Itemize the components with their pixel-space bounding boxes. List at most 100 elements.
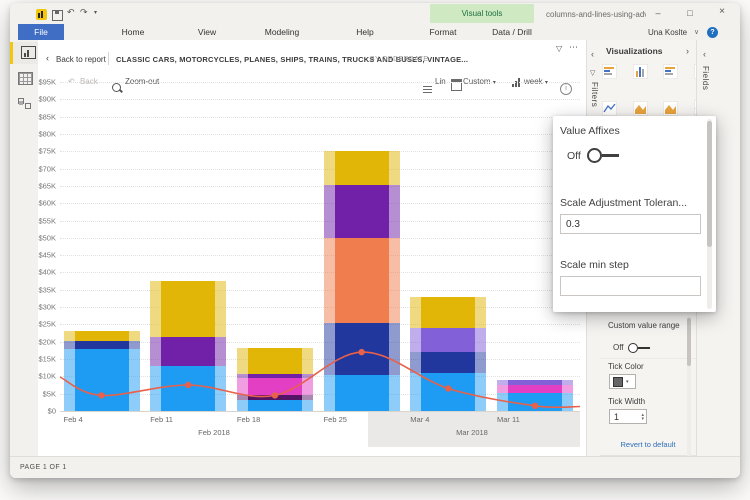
file-tab[interactable]: File xyxy=(18,24,64,40)
user-name[interactable]: Una Koslte xyxy=(648,28,688,37)
y-axis-tick-label: $10K xyxy=(38,371,56,381)
y-axis-tick-label: $90K xyxy=(38,94,56,104)
back-to-report-button[interactable]: Back to report xyxy=(56,55,106,64)
tick-width-up-icon[interactable]: ▴ xyxy=(641,411,644,418)
undo-icon[interactable]: ↶ xyxy=(67,7,75,17)
window-title: columns-and-lines-using-advanced-timeser… xyxy=(546,10,646,19)
history-back-icon: ↶ xyxy=(68,77,75,86)
visual-title: CLASSIC CARS, MOTORCYCLES, PLANES, SHIPS… xyxy=(116,55,469,64)
close-button[interactable]: × xyxy=(719,6,725,17)
quickaccess-caret-icon[interactable]: ▾ xyxy=(94,10,98,16)
zoom-out-icon[interactable] xyxy=(112,79,121,97)
bar-feb-4[interactable] xyxy=(74,82,129,411)
y-axis-tick-label: $25K xyxy=(38,319,56,329)
gridline xyxy=(60,168,580,170)
history-back-button[interactable]: ↶ Back xyxy=(68,77,98,86)
data-view-icon xyxy=(18,72,33,85)
custom-range-dropdown[interactable]: Custom ▾ xyxy=(463,77,496,86)
month-label: Feb 2018 xyxy=(198,428,230,437)
y-axis-tick-label: $80K xyxy=(38,129,56,139)
ribbon-tab-view[interactable]: View xyxy=(197,27,217,37)
bar-segment xyxy=(421,327,476,353)
week-caret-icon: ▾ xyxy=(544,80,548,86)
ribbon-tab-home[interactable]: Home xyxy=(121,27,145,37)
month-label: Mar 2018 xyxy=(456,428,488,437)
scale-adjustment-input[interactable] xyxy=(560,214,701,234)
visual-tools-tab[interactable]: Visual tools xyxy=(430,4,534,23)
gridline xyxy=(60,341,580,343)
bar-segment xyxy=(74,348,129,411)
tick-color-label: Tick Color xyxy=(608,362,644,371)
bar-feb-25[interactable] xyxy=(334,82,389,411)
value-affixes-toggle[interactable]: Off xyxy=(567,148,619,163)
linear-scale-icon[interactable] xyxy=(423,80,432,98)
y-axis-tick-label: $20K xyxy=(38,337,56,347)
maximize-button[interactable]: □ xyxy=(687,8,693,18)
custom-value-range-label: Custom value range xyxy=(608,321,680,330)
bar-segment xyxy=(247,378,302,396)
vis-icon-clustered-bar[interactable] xyxy=(663,64,678,79)
filters-expand-icon[interactable]: ‹ xyxy=(591,49,594,59)
bar-feb-18[interactable] xyxy=(247,82,302,411)
custom-value-range-toggle[interactable]: Off xyxy=(613,337,650,355)
help-icon[interactable]: ? xyxy=(707,27,718,38)
zoom-out-button[interactable]: Zoom-out xyxy=(125,77,160,86)
info-icon[interactable]: i xyxy=(560,77,572,95)
bar-feb-11[interactable] xyxy=(161,82,216,411)
bar-segment xyxy=(334,374,389,411)
vis-icon-stacked-column[interactable] xyxy=(632,64,648,79)
report-view-icon xyxy=(21,46,36,59)
y-axis-tick-label: $65K xyxy=(38,181,56,191)
popup-scrollbar[interactable] xyxy=(707,119,712,309)
fields-pane-label[interactable]: Fields xyxy=(701,66,710,91)
tick-width-stepper[interactable]: 1 ▴ ▾ xyxy=(609,409,647,424)
week-granularity-dropdown[interactable]: week ▾ xyxy=(524,77,548,86)
user-caret-icon[interactable]: ∨ xyxy=(694,29,700,36)
scale-min-step-input[interactable] xyxy=(560,276,701,296)
y-axis-tick-label: $15K xyxy=(38,354,56,364)
y-axis-tick-label: $75K xyxy=(38,146,56,156)
visualizations-title: Visualizations xyxy=(606,46,663,56)
vis-icon-area-chart[interactable] xyxy=(632,100,648,116)
chart-plot-area: $0 $5K $10K $15K $20K $25K $30K $35K $40K $45K $50… xyxy=(10,3,740,478)
tick-width-label: Tick Width xyxy=(608,397,646,406)
data-view-button[interactable] xyxy=(10,68,38,90)
bar-segment xyxy=(421,296,476,328)
bar-mar-4[interactable] xyxy=(421,82,476,411)
vis-icon-stacked-area[interactable] xyxy=(663,100,678,116)
gridline xyxy=(60,307,580,309)
tick-width-down-icon[interactable]: ▾ xyxy=(641,415,644,422)
format-divider xyxy=(600,358,696,359)
vis-icon-line-chart[interactable] xyxy=(602,100,617,116)
bar-segment xyxy=(247,395,302,400)
tick-color-dropdown[interactable]: ▾ xyxy=(609,374,636,389)
format-pane-scrollbar[interactable] xyxy=(687,316,691,458)
gridline xyxy=(60,133,580,135)
visual-options-icon[interactable]: ⋯ xyxy=(569,42,578,52)
ribbon-tab-modeling[interactable]: Modeling xyxy=(264,27,300,37)
vis-icon-stacked-bar[interactable] xyxy=(602,64,617,79)
y-axis-tick-label: $35K xyxy=(38,285,56,295)
visual-filter-icon[interactable]: ▽ xyxy=(556,44,563,53)
fields-expand-icon[interactable]: ‹ xyxy=(703,49,706,59)
ribbon-tab-data-drill[interactable]: Data / Drill xyxy=(492,27,532,37)
bar-segment xyxy=(247,347,302,374)
gridline xyxy=(60,220,580,222)
back-to-report-chevron-icon[interactable]: ‹ xyxy=(46,53,49,63)
x-axis-tick-label: Feb 25 xyxy=(323,415,347,424)
filters-pane-label[interactable]: Filters xyxy=(590,82,599,108)
visualizations-collapse-icon[interactable]: › xyxy=(686,46,689,56)
model-view-button[interactable] xyxy=(10,94,38,116)
minimize-button[interactable]: – xyxy=(655,8,661,18)
value-affixes-label: Value Affixes xyxy=(560,125,620,137)
revert-to-default-link[interactable]: Revert to default xyxy=(620,440,676,449)
save-icon[interactable] xyxy=(52,10,63,21)
ribbon-tab-format[interactable]: Format xyxy=(429,27,457,37)
report-view-button[interactable] xyxy=(10,42,41,64)
redo-icon[interactable]: ↷ xyxy=(80,7,88,17)
linear-scale-button[interactable]: Lin xyxy=(435,77,446,86)
calendar-icon[interactable] xyxy=(451,78,462,96)
ribbon-tab-help[interactable]: Help xyxy=(356,27,374,37)
ribbon-tab-row: Home View Modeling Help Format Data / Drill xyxy=(10,24,740,40)
bar-segment xyxy=(421,372,476,411)
